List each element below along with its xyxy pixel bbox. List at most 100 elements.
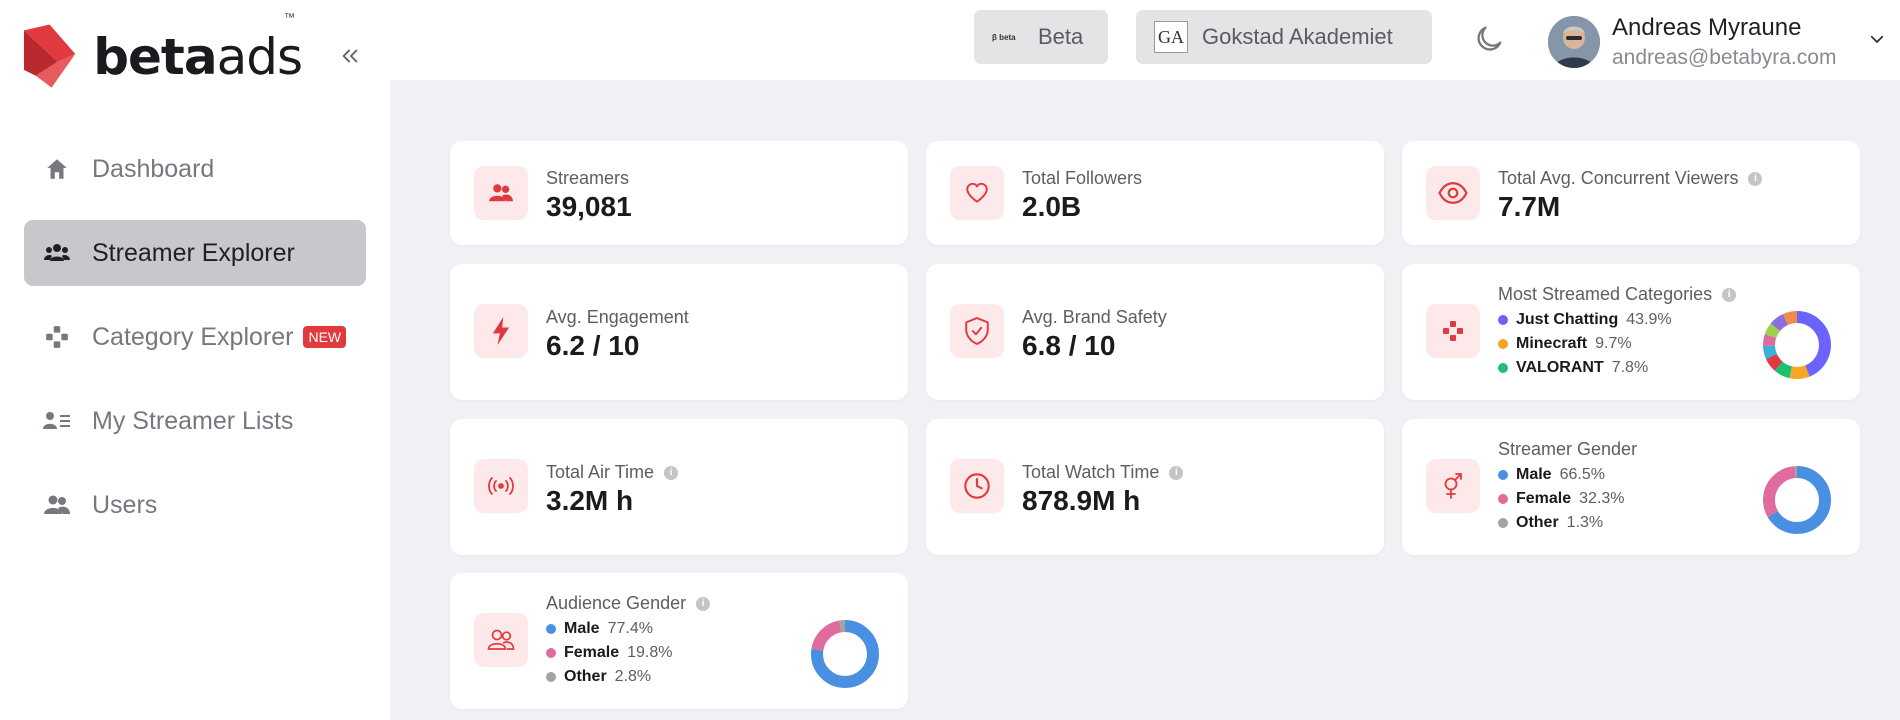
home-icon bbox=[42, 154, 72, 184]
legend-name: Male bbox=[1516, 466, 1552, 483]
categories-donut-chart[interactable] bbox=[1762, 310, 1832, 380]
stat-card-total-air-time: Total Air Time i 3.2M h bbox=[450, 419, 908, 555]
stat-card-avg-engagement: Avg. Engagement 6.2 / 10 bbox=[450, 264, 908, 400]
category-legend: Just Chatting 43.9% Minecraft 9.7% VALORAN… bbox=[1498, 308, 1672, 380]
org-switch-gokstad-button[interactable]: GA Gokstad Akademiet bbox=[1136, 10, 1432, 64]
legend-value: 19.8% bbox=[627, 644, 673, 661]
stat-label-text: Total Air Time bbox=[546, 462, 655, 482]
dark-mode-toggle[interactable] bbox=[1472, 22, 1508, 58]
donut-segment bbox=[1763, 311, 1831, 379]
stat-value: 39,081 bbox=[546, 191, 632, 222]
org-switch-beta-button[interactable]: β beta Beta bbox=[974, 10, 1108, 64]
audience-gender-legend: Male 77.4% Female 19.8% Other 2.8% bbox=[546, 617, 673, 689]
legend-dot bbox=[546, 672, 556, 682]
stat-card-total-watch-time: Total Watch Time i 878.9M h bbox=[926, 419, 1384, 555]
stat-label: Most Streamed Categories i bbox=[1498, 284, 1737, 305]
legend-item: Female 32.3% bbox=[1498, 487, 1625, 511]
info-icon[interactable]: i bbox=[664, 465, 679, 480]
org-label: Beta bbox=[1038, 24, 1084, 49]
stat-card-most-streamed-categories: Most Streamed Categories i Just Chatting 4… bbox=[1402, 264, 1860, 400]
users-icon bbox=[474, 166, 528, 220]
sidebar-item-streamer-explorer[interactable]: Streamer Explorer bbox=[24, 220, 366, 286]
trademark: ™ bbox=[284, 12, 295, 24]
legend-value: 43.9% bbox=[1626, 311, 1672, 328]
info-icon[interactable]: i bbox=[696, 596, 711, 611]
donut-segment bbox=[1763, 311, 1831, 379]
legend-item: Other 1.3% bbox=[1498, 511, 1625, 535]
new-badge: NEW bbox=[303, 326, 347, 348]
eye-icon bbox=[1426, 166, 1480, 220]
stat-card-audience-gender: Audience Gender i Male 77.4% Female 19.8% O… bbox=[450, 573, 908, 709]
stat-label: Total Air Time i bbox=[546, 462, 679, 483]
legend-item: Male 77.4% bbox=[546, 617, 673, 641]
legend-dot bbox=[1498, 470, 1508, 480]
stat-label: Total Watch Time i bbox=[1022, 462, 1184, 483]
stat-label-text: Most Streamed Categories bbox=[1498, 284, 1713, 304]
user-name: Andreas Myraune bbox=[1612, 14, 1802, 41]
info-icon[interactable]: i bbox=[1748, 171, 1763, 186]
chevrons-left-icon bbox=[342, 49, 358, 63]
logo-text: betaads bbox=[93, 28, 303, 86]
legend-dot bbox=[1498, 363, 1508, 373]
stat-card-streamers: Streamers 39,081 bbox=[450, 141, 908, 245]
stat-label: Total Avg. Concurrent Viewers i bbox=[1498, 168, 1763, 189]
legend-value: 7.8% bbox=[1611, 359, 1649, 376]
logo-text-bold: beta bbox=[93, 28, 217, 86]
gamepad-icon bbox=[42, 322, 72, 352]
stat-card-total-followers: Total Followers 2.0B bbox=[926, 141, 1384, 245]
legend-name: Male bbox=[564, 620, 600, 637]
legend-name: Female bbox=[1516, 490, 1572, 507]
audience-gender-donut-chart[interactable] bbox=[810, 619, 880, 689]
legend-name: Female bbox=[564, 644, 620, 661]
info-icon[interactable]: i bbox=[1722, 287, 1737, 302]
stat-card-concurrent-viewers: Total Avg. Concurrent Viewers i 7.7M bbox=[1402, 141, 1860, 245]
streamer-gender-legend: Male 66.5% Female 32.3% Other 1.3% bbox=[1498, 463, 1625, 535]
user-menu-chevron-button[interactable] bbox=[1868, 30, 1886, 53]
user-list-icon bbox=[42, 406, 72, 436]
sidebar-item-label: Users bbox=[92, 490, 158, 519]
audience-users-icon bbox=[474, 613, 528, 667]
stat-value: 7.7M bbox=[1498, 191, 1561, 222]
sidebar-item-users[interactable]: Users bbox=[24, 472, 366, 538]
stat-value: 6.2 / 10 bbox=[546, 330, 640, 361]
legend-dot bbox=[1498, 518, 1508, 528]
donut-segment bbox=[811, 620, 879, 688]
sidebar-item-category-explorer[interactable]: Category Explorer NEW bbox=[24, 304, 366, 370]
sidebar-nav: Dashboard Streamer Explorer Category Exp… bbox=[24, 136, 366, 556]
lightning-icon bbox=[474, 304, 528, 358]
user-email: andreas@betabyra.com bbox=[1612, 46, 1837, 69]
streamer-gender-donut-chart[interactable] bbox=[1762, 465, 1832, 535]
legend-dot bbox=[1498, 339, 1508, 349]
gender-icon bbox=[1426, 459, 1480, 513]
legend-item: Just Chatting 43.9% bbox=[1498, 308, 1672, 332]
legend-value: 9.7% bbox=[1595, 335, 1632, 352]
broadcast-icon bbox=[474, 459, 528, 513]
info-icon[interactable]: i bbox=[1169, 465, 1184, 480]
stat-value: 878.9M h bbox=[1022, 485, 1141, 516]
stat-label-text: Total Avg. Concurrent Viewers bbox=[1498, 168, 1739, 188]
legend-name: Minecraft bbox=[1516, 335, 1588, 352]
stat-value: 3.2M h bbox=[546, 485, 634, 516]
stat-card-streamer-gender: Streamer Gender Male 66.5% Female 32.3% Ot… bbox=[1402, 419, 1860, 555]
betaads-logo[interactable]: betaads bbox=[22, 22, 303, 92]
clock-icon bbox=[950, 459, 1004, 513]
sidebar-item-dashboard[interactable]: Dashboard bbox=[24, 136, 366, 202]
shield-check-icon bbox=[950, 304, 1004, 358]
sidebar-item-my-streamer-lists[interactable]: My Streamer Lists bbox=[24, 388, 366, 454]
legend-name: Other bbox=[564, 668, 607, 685]
legend-dot bbox=[1498, 494, 1508, 504]
top-bar: β beta Beta GA Gokstad Akademiet Andreas… bbox=[390, 0, 1900, 80]
stat-card-avg-brand-safety: Avg. Brand Safety 6.8 / 10 bbox=[926, 264, 1384, 400]
sidebar-item-label: Dashboard bbox=[92, 154, 215, 183]
collapse-sidebar-button[interactable] bbox=[336, 38, 364, 74]
legend-name: VALORANT bbox=[1516, 359, 1604, 376]
main-content: Streamers 39,081 Total Followers 2.0B To… bbox=[390, 80, 1900, 720]
avatar bbox=[1548, 16, 1600, 68]
heart-icon bbox=[950, 166, 1004, 220]
sidebar-item-label: Streamer Explorer bbox=[92, 238, 295, 267]
legend-dot bbox=[546, 624, 556, 634]
stat-label-text: Total Watch Time bbox=[1022, 462, 1160, 482]
moon-icon bbox=[1477, 26, 1502, 51]
sidebar: betaads ™ Dashboard Streamer Explorer Ca… bbox=[0, 0, 390, 720]
user-menu[interactable]: Andreas Myraune andreas@betabyra.com bbox=[1548, 12, 1888, 72]
